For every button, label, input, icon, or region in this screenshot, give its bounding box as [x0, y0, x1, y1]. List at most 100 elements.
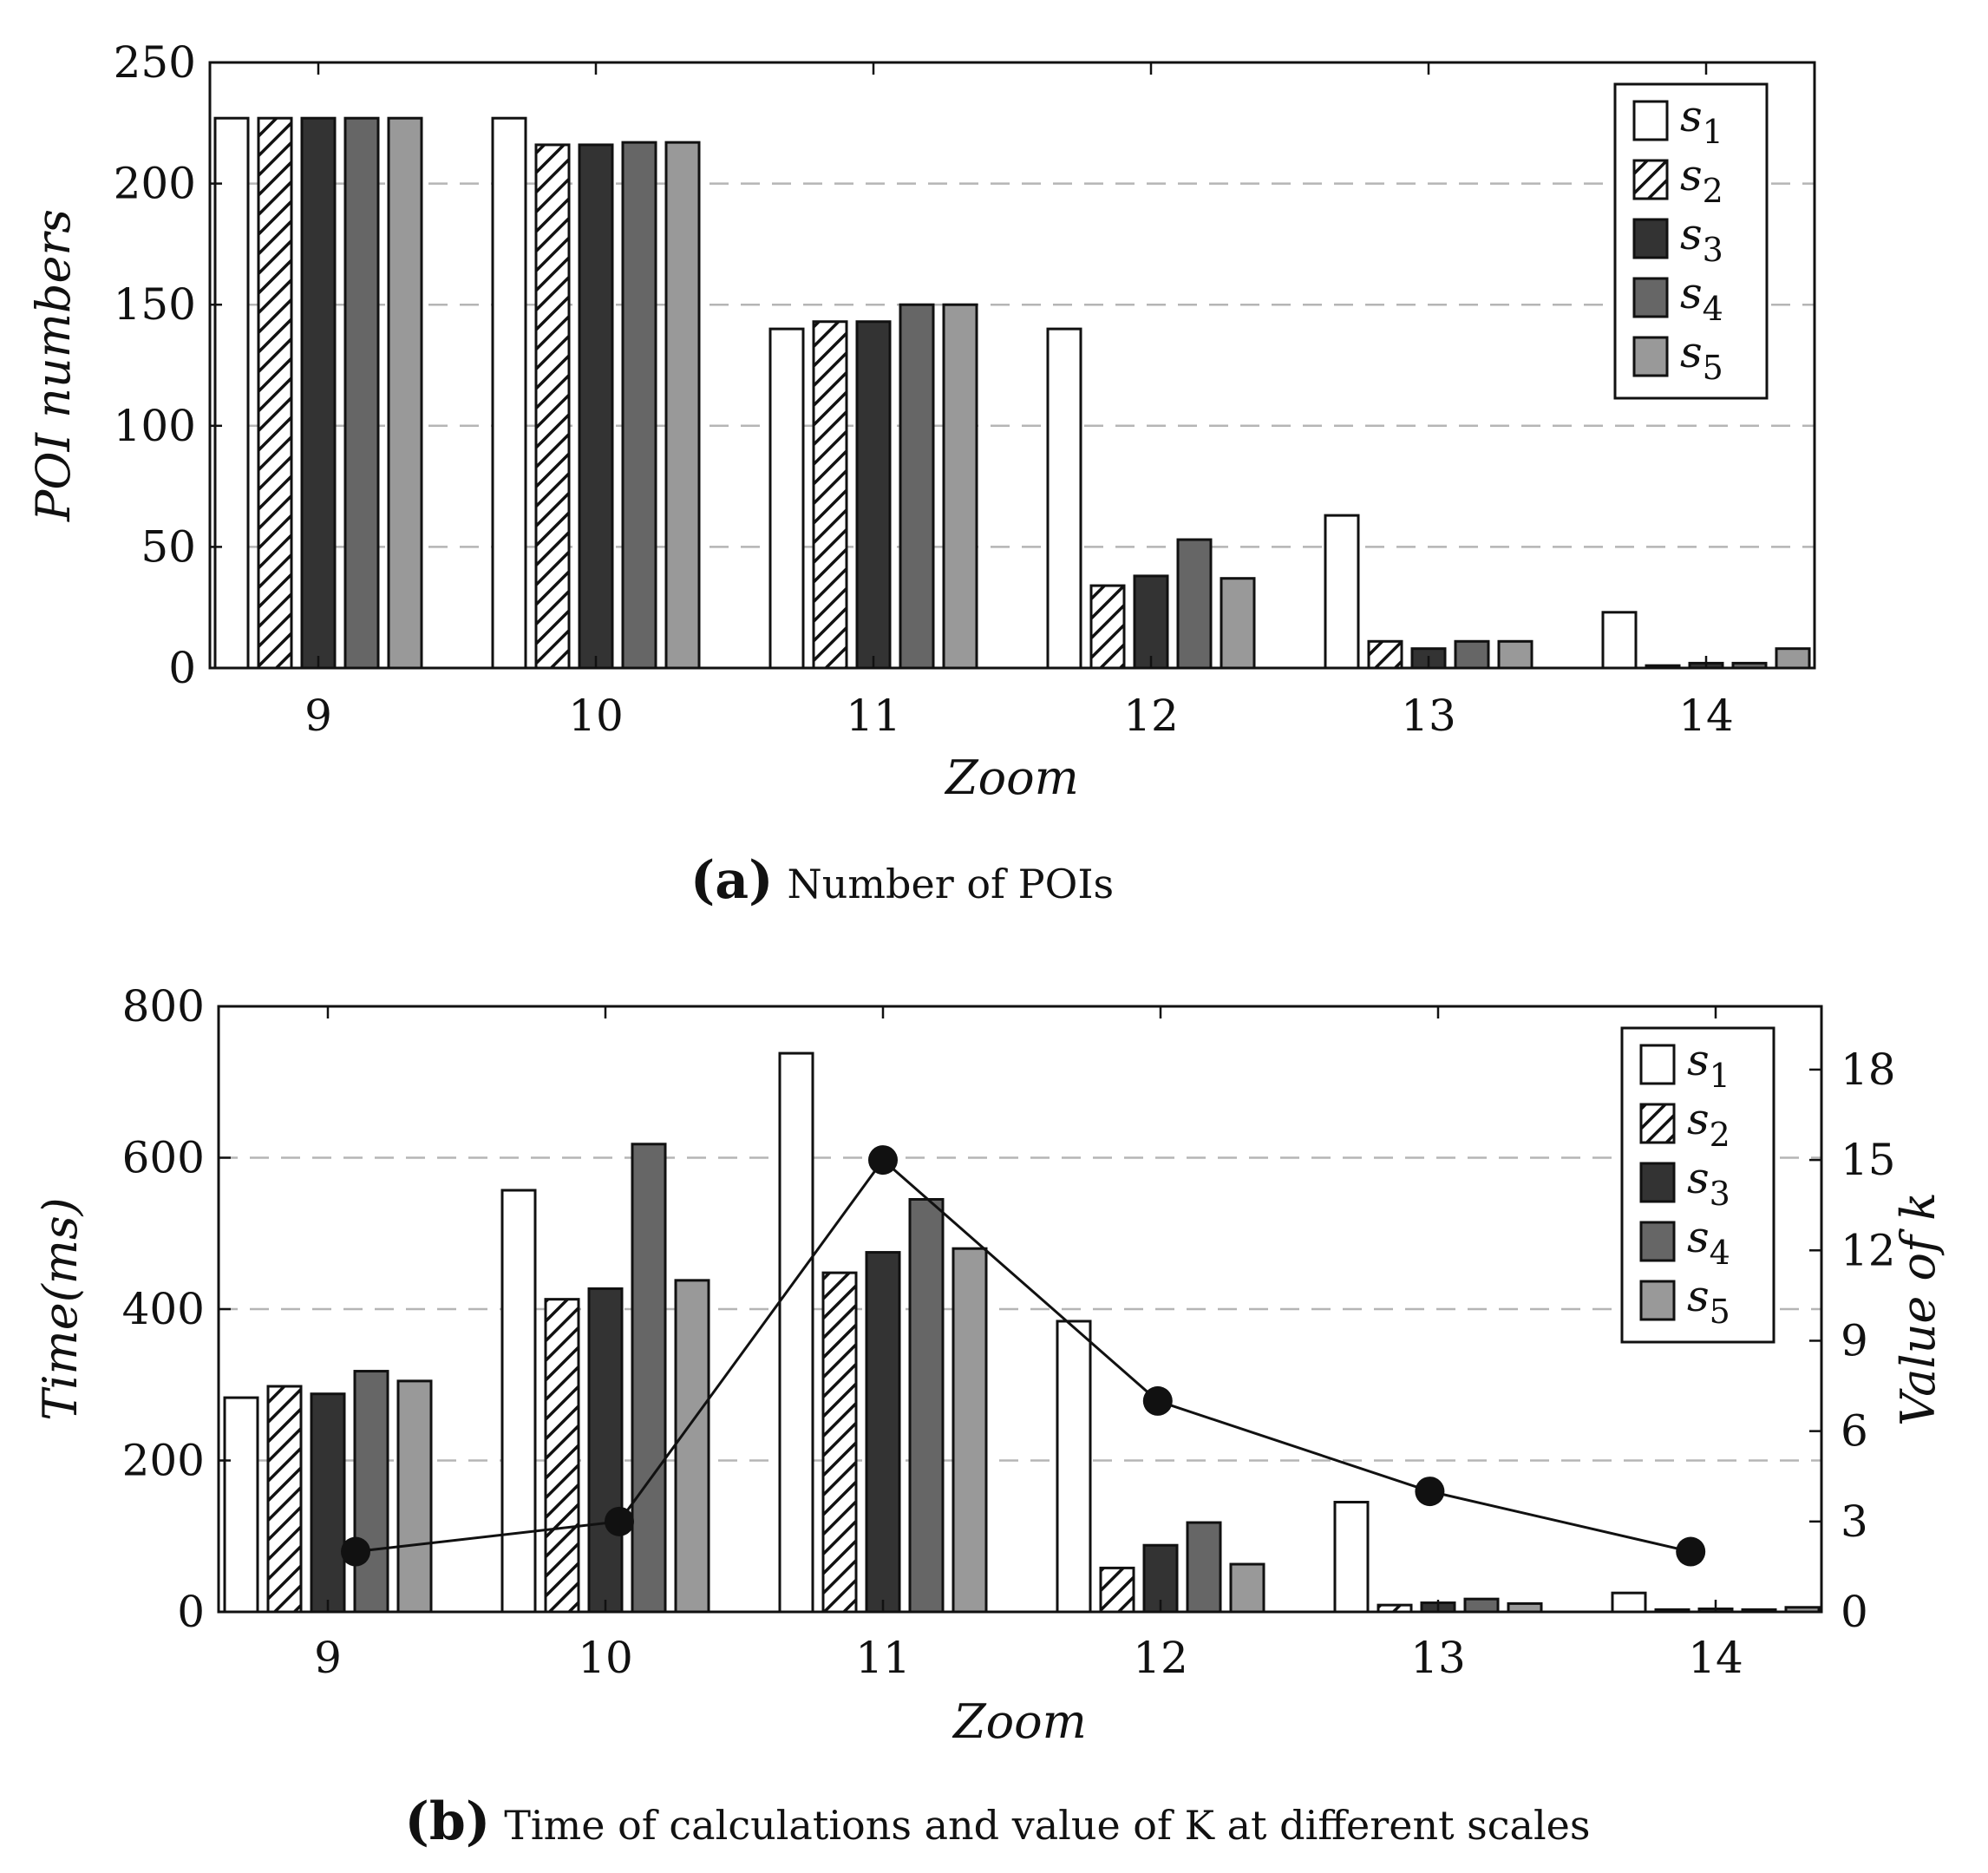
- legend-swatch-s3: [1632, 218, 1669, 259]
- legend-label-s5: s5: [1680, 327, 1723, 387]
- y2-tick-label: 12: [1841, 1225, 1896, 1275]
- legend-label-name: s: [1680, 268, 1703, 318]
- caption-text: Number of POIs: [788, 861, 1115, 907]
- figure-caption: (a) Number of POIs: [690, 850, 1114, 911]
- x-tick-label: 10: [578, 1633, 633, 1683]
- legend-label-name: s: [1680, 209, 1703, 259]
- bar-s1-zoom-12: [1046, 327, 1082, 670]
- bar-s2-zoom-9: [257, 116, 293, 670]
- x-tick-label: 11: [855, 1633, 911, 1683]
- bar-s2-zoom-9: [266, 1385, 303, 1614]
- bar-s4-zoom-9: [343, 116, 380, 670]
- plot-frame: [208, 61, 1816, 670]
- legend-swatch-s4: [1639, 1221, 1676, 1262]
- k-point-zoom-12: [1142, 1385, 1173, 1416]
- bar-s1-zoom-11: [778, 1051, 814, 1614]
- legend-swatch-s2: [1632, 159, 1669, 200]
- x-tick-label: 11: [846, 691, 901, 741]
- bar-s3-zoom-10: [587, 1287, 624, 1614]
- legend-label-s3: s3: [1680, 209, 1723, 269]
- legend-swatch-s1: [1639, 1044, 1676, 1085]
- bar-s2-zoom-11: [812, 320, 848, 670]
- bar-s5-zoom-11: [951, 1247, 988, 1614]
- bar-s3-zoom-9: [300, 116, 337, 670]
- bar-s4-zoom-11: [899, 303, 935, 670]
- legend-label-s2: s2: [1680, 150, 1723, 210]
- legend-label-s5: s5: [1687, 1271, 1730, 1331]
- y2-tick-label: 3: [1841, 1496, 1868, 1547]
- bar-s5-zoom-10: [664, 141, 701, 670]
- legend-label-sub: 3: [1710, 1175, 1730, 1213]
- bar-s1-zoom-9: [213, 116, 250, 670]
- legend-label-name: s: [1687, 1212, 1710, 1262]
- x-tick-label: 10: [568, 691, 624, 741]
- bar-s1-zoom-14: [1601, 611, 1638, 670]
- bar-s1-zoom-13: [1324, 514, 1360, 670]
- y2-tick-label: 18: [1841, 1045, 1896, 1095]
- bar-s2-zoom-12: [1089, 584, 1126, 670]
- y-axis-label: POI numbers: [26, 209, 81, 522]
- k-point-zoom-11: [868, 1145, 898, 1176]
- caption-tag: (b): [404, 1791, 490, 1852]
- legend-label-s1: s1: [1687, 1035, 1730, 1095]
- bar-s1-zoom-13: [1333, 1500, 1370, 1614]
- legend-swatch-s5: [1639, 1280, 1676, 1321]
- legend-label-sub: 3: [1703, 231, 1723, 269]
- bar-s5-zoom-12: [1229, 1562, 1265, 1614]
- y-tick-label: 150: [114, 279, 196, 330]
- bar-s2-zoom-10: [544, 1298, 580, 1614]
- x-tick-label: 14: [1688, 1633, 1743, 1683]
- bar-s5-zoom-12: [1220, 577, 1256, 670]
- bar-s3-zoom-9: [310, 1392, 346, 1614]
- k-point-zoom-14: [1676, 1536, 1706, 1567]
- k-point-zoom-9: [341, 1536, 370, 1567]
- legend-label-s2: s2: [1687, 1094, 1730, 1154]
- bar-s4-zoom-12: [1186, 1521, 1222, 1614]
- legend-label-s1: s1: [1680, 91, 1723, 151]
- bar-s2-zoom-10: [534, 143, 571, 670]
- y-tick-label: 800: [122, 981, 205, 1031]
- legend-label-name: s: [1687, 1094, 1710, 1144]
- y2-tick-label: 6: [1841, 1406, 1868, 1457]
- bar-s1-zoom-10: [500, 1189, 537, 1614]
- x-tick-label: 14: [1678, 691, 1734, 741]
- x-tick-label: 9: [314, 1633, 342, 1683]
- bar-s4-zoom-10: [621, 141, 657, 670]
- y-tick-label: 200: [114, 159, 196, 209]
- bar-s4-zoom-12: [1176, 538, 1213, 670]
- legend-label-sub: 2: [1703, 172, 1723, 210]
- k-point-zoom-13: [1415, 1477, 1445, 1507]
- x-tick-label: 9: [304, 691, 332, 741]
- legend-swatch-s2: [1639, 1103, 1676, 1144]
- y-tick-label: 250: [114, 37, 196, 88]
- legend-label-sub: 1: [1703, 113, 1723, 151]
- bar-s4-zoom-11: [908, 1197, 945, 1614]
- legend-label-name: s: [1687, 1035, 1710, 1085]
- bar-s5-zoom-13: [1497, 639, 1534, 670]
- legend-label-name: s: [1687, 1271, 1710, 1321]
- legend-label-name: s: [1680, 150, 1703, 200]
- x-axis-label: Zoom: [944, 750, 1079, 805]
- bar-s4-zoom-13: [1463, 1597, 1500, 1614]
- x-tick-label: 13: [1410, 1633, 1466, 1683]
- bar-s4-zoom-13: [1454, 639, 1490, 670]
- bar-s1-zoom-11: [768, 327, 805, 670]
- bar-s5-zoom-9: [396, 1379, 433, 1614]
- bar-s1-zoom-9: [223, 1396, 259, 1614]
- bar-s1-zoom-14: [1611, 1591, 1647, 1614]
- bar-s4-zoom-10: [631, 1143, 667, 1614]
- k-point-zoom-10: [605, 1506, 634, 1536]
- y-tick-label: 200: [122, 1436, 205, 1486]
- legend-label-name: s: [1680, 91, 1703, 141]
- legend-label-sub: 4: [1710, 1234, 1730, 1272]
- bar-s3-zoom-12: [1133, 574, 1169, 670]
- bar-s4-zoom-9: [353, 1370, 389, 1614]
- bar-s1-zoom-10: [491, 116, 527, 670]
- legend-swatch-s5: [1632, 336, 1669, 377]
- y-tick-label: 400: [122, 1284, 205, 1334]
- bar-s5-zoom-14: [1775, 647, 1811, 670]
- legend-label-name: s: [1680, 327, 1703, 377]
- legend-label-s4: s4: [1687, 1212, 1730, 1272]
